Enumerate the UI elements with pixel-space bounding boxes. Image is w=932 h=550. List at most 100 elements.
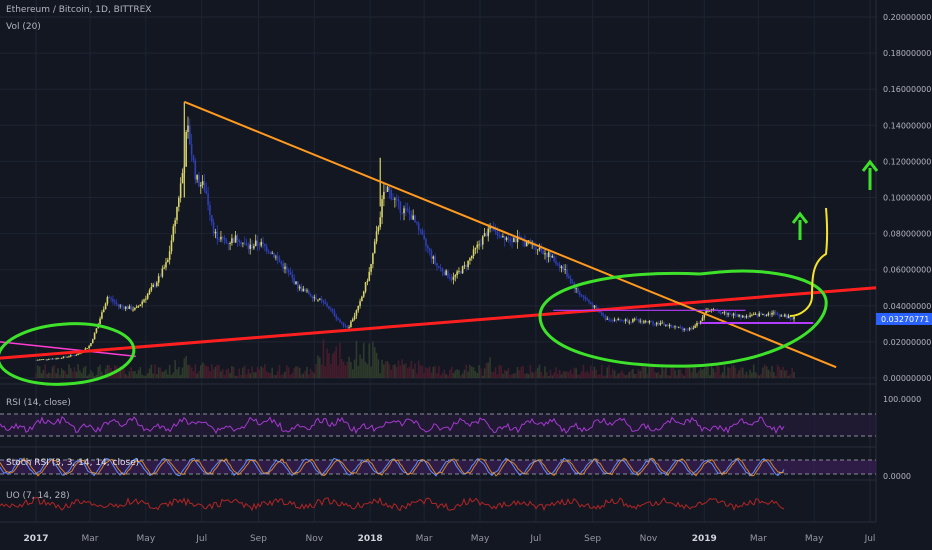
volume-bar — [91, 372, 94, 378]
candle-body — [218, 239, 220, 241]
volume-bar — [412, 368, 414, 378]
candle-body — [287, 269, 290, 273]
volume-bar — [146, 373, 149, 378]
volume-bar — [549, 369, 552, 378]
candle-body — [355, 310, 358, 316]
candle-body — [747, 316, 750, 317]
volume-bar — [399, 365, 402, 378]
volume-bar — [308, 374, 310, 378]
candle-body — [674, 326, 676, 328]
volume-bar — [165, 369, 167, 378]
stoch-tick-label: 0.0000 — [883, 472, 911, 481]
volume-bar — [148, 368, 151, 378]
candle-body — [568, 276, 570, 279]
candle-body — [304, 288, 306, 291]
volume-bar — [535, 370, 537, 378]
volume-bar — [203, 364, 206, 378]
volume-bar — [423, 373, 425, 378]
indicators: 100.0000 0.0000 — [0, 395, 921, 512]
volume-bar — [749, 369, 751, 378]
candle-body — [613, 319, 616, 321]
candle-body — [436, 263, 438, 267]
candle-body — [236, 235, 239, 241]
candle-body — [77, 353, 79, 356]
candle-body — [216, 231, 219, 240]
candle-body — [434, 256, 436, 264]
candle-body — [148, 290, 151, 295]
volume-bar — [600, 364, 603, 378]
candle-body — [560, 266, 563, 269]
volume-bar — [734, 367, 737, 378]
volume-bar — [602, 375, 605, 378]
candle-body — [260, 242, 263, 246]
candle-body — [760, 313, 762, 315]
candle-body — [249, 244, 252, 249]
volume-bar — [221, 369, 224, 378]
candle-body — [90, 343, 92, 347]
volume-bar — [348, 356, 350, 378]
volume-bar — [355, 340, 358, 378]
volume-bar — [337, 365, 339, 378]
candle-body — [564, 269, 566, 271]
candle-body — [767, 313, 770, 316]
volume-label: Vol (20) — [6, 22, 41, 32]
candle-body — [101, 312, 103, 319]
candle-body — [604, 315, 607, 320]
volume-bar — [606, 367, 609, 378]
volume-bar — [725, 375, 728, 378]
price-tick-label: 0.10000000 — [883, 194, 931, 203]
candle-body — [681, 327, 684, 330]
candle-body — [348, 327, 350, 328]
volume-bar — [242, 367, 244, 378]
candle-body — [234, 235, 237, 243]
candle-body — [278, 258, 281, 262]
candle-body — [782, 315, 784, 317]
candle-body — [271, 252, 273, 254]
volume-bar — [150, 364, 153, 378]
volume-bar — [434, 366, 436, 378]
time-tick-label: Sep — [584, 534, 601, 544]
candle-body — [110, 298, 112, 300]
volume-bar — [520, 366, 523, 378]
candle-body — [181, 173, 184, 184]
candle-body — [419, 229, 422, 231]
volume-bar — [384, 361, 387, 378]
candle-body — [69, 355, 72, 357]
volume-bar — [167, 374, 169, 378]
candle-body — [410, 213, 413, 220]
candle-body — [569, 278, 572, 283]
candle-body — [483, 233, 486, 237]
candle-body — [135, 306, 138, 308]
candle-body — [150, 286, 153, 291]
candle-body — [170, 240, 173, 252]
volume-bar — [262, 367, 264, 378]
uo-label: UO (7, 14, 28) — [6, 491, 70, 501]
volume-bar — [507, 368, 510, 378]
candle-body — [340, 321, 343, 323]
candle-body — [677, 326, 680, 328]
candle-body — [275, 256, 277, 258]
volume-bar — [577, 374, 579, 378]
volume-bar — [503, 369, 506, 378]
candle-body — [540, 247, 543, 252]
volume-bar — [622, 373, 625, 378]
candle-body — [502, 235, 504, 238]
candle-body — [476, 244, 479, 248]
candle-body — [505, 237, 508, 240]
volume-bar — [610, 374, 612, 378]
candle-body — [220, 236, 222, 240]
volume-bar — [613, 370, 616, 378]
volume-bar — [273, 374, 275, 378]
volume-bar — [137, 369, 140, 378]
candle-body — [209, 204, 211, 216]
volume-bar — [229, 373, 231, 378]
volume-bar — [657, 371, 660, 378]
volume-bar — [159, 367, 162, 378]
candle-body — [295, 281, 297, 284]
volume-bar — [463, 369, 466, 378]
volume-bar — [157, 367, 160, 378]
volume-bar — [298, 367, 301, 378]
candle-body — [388, 186, 391, 190]
candle-body — [265, 246, 268, 252]
